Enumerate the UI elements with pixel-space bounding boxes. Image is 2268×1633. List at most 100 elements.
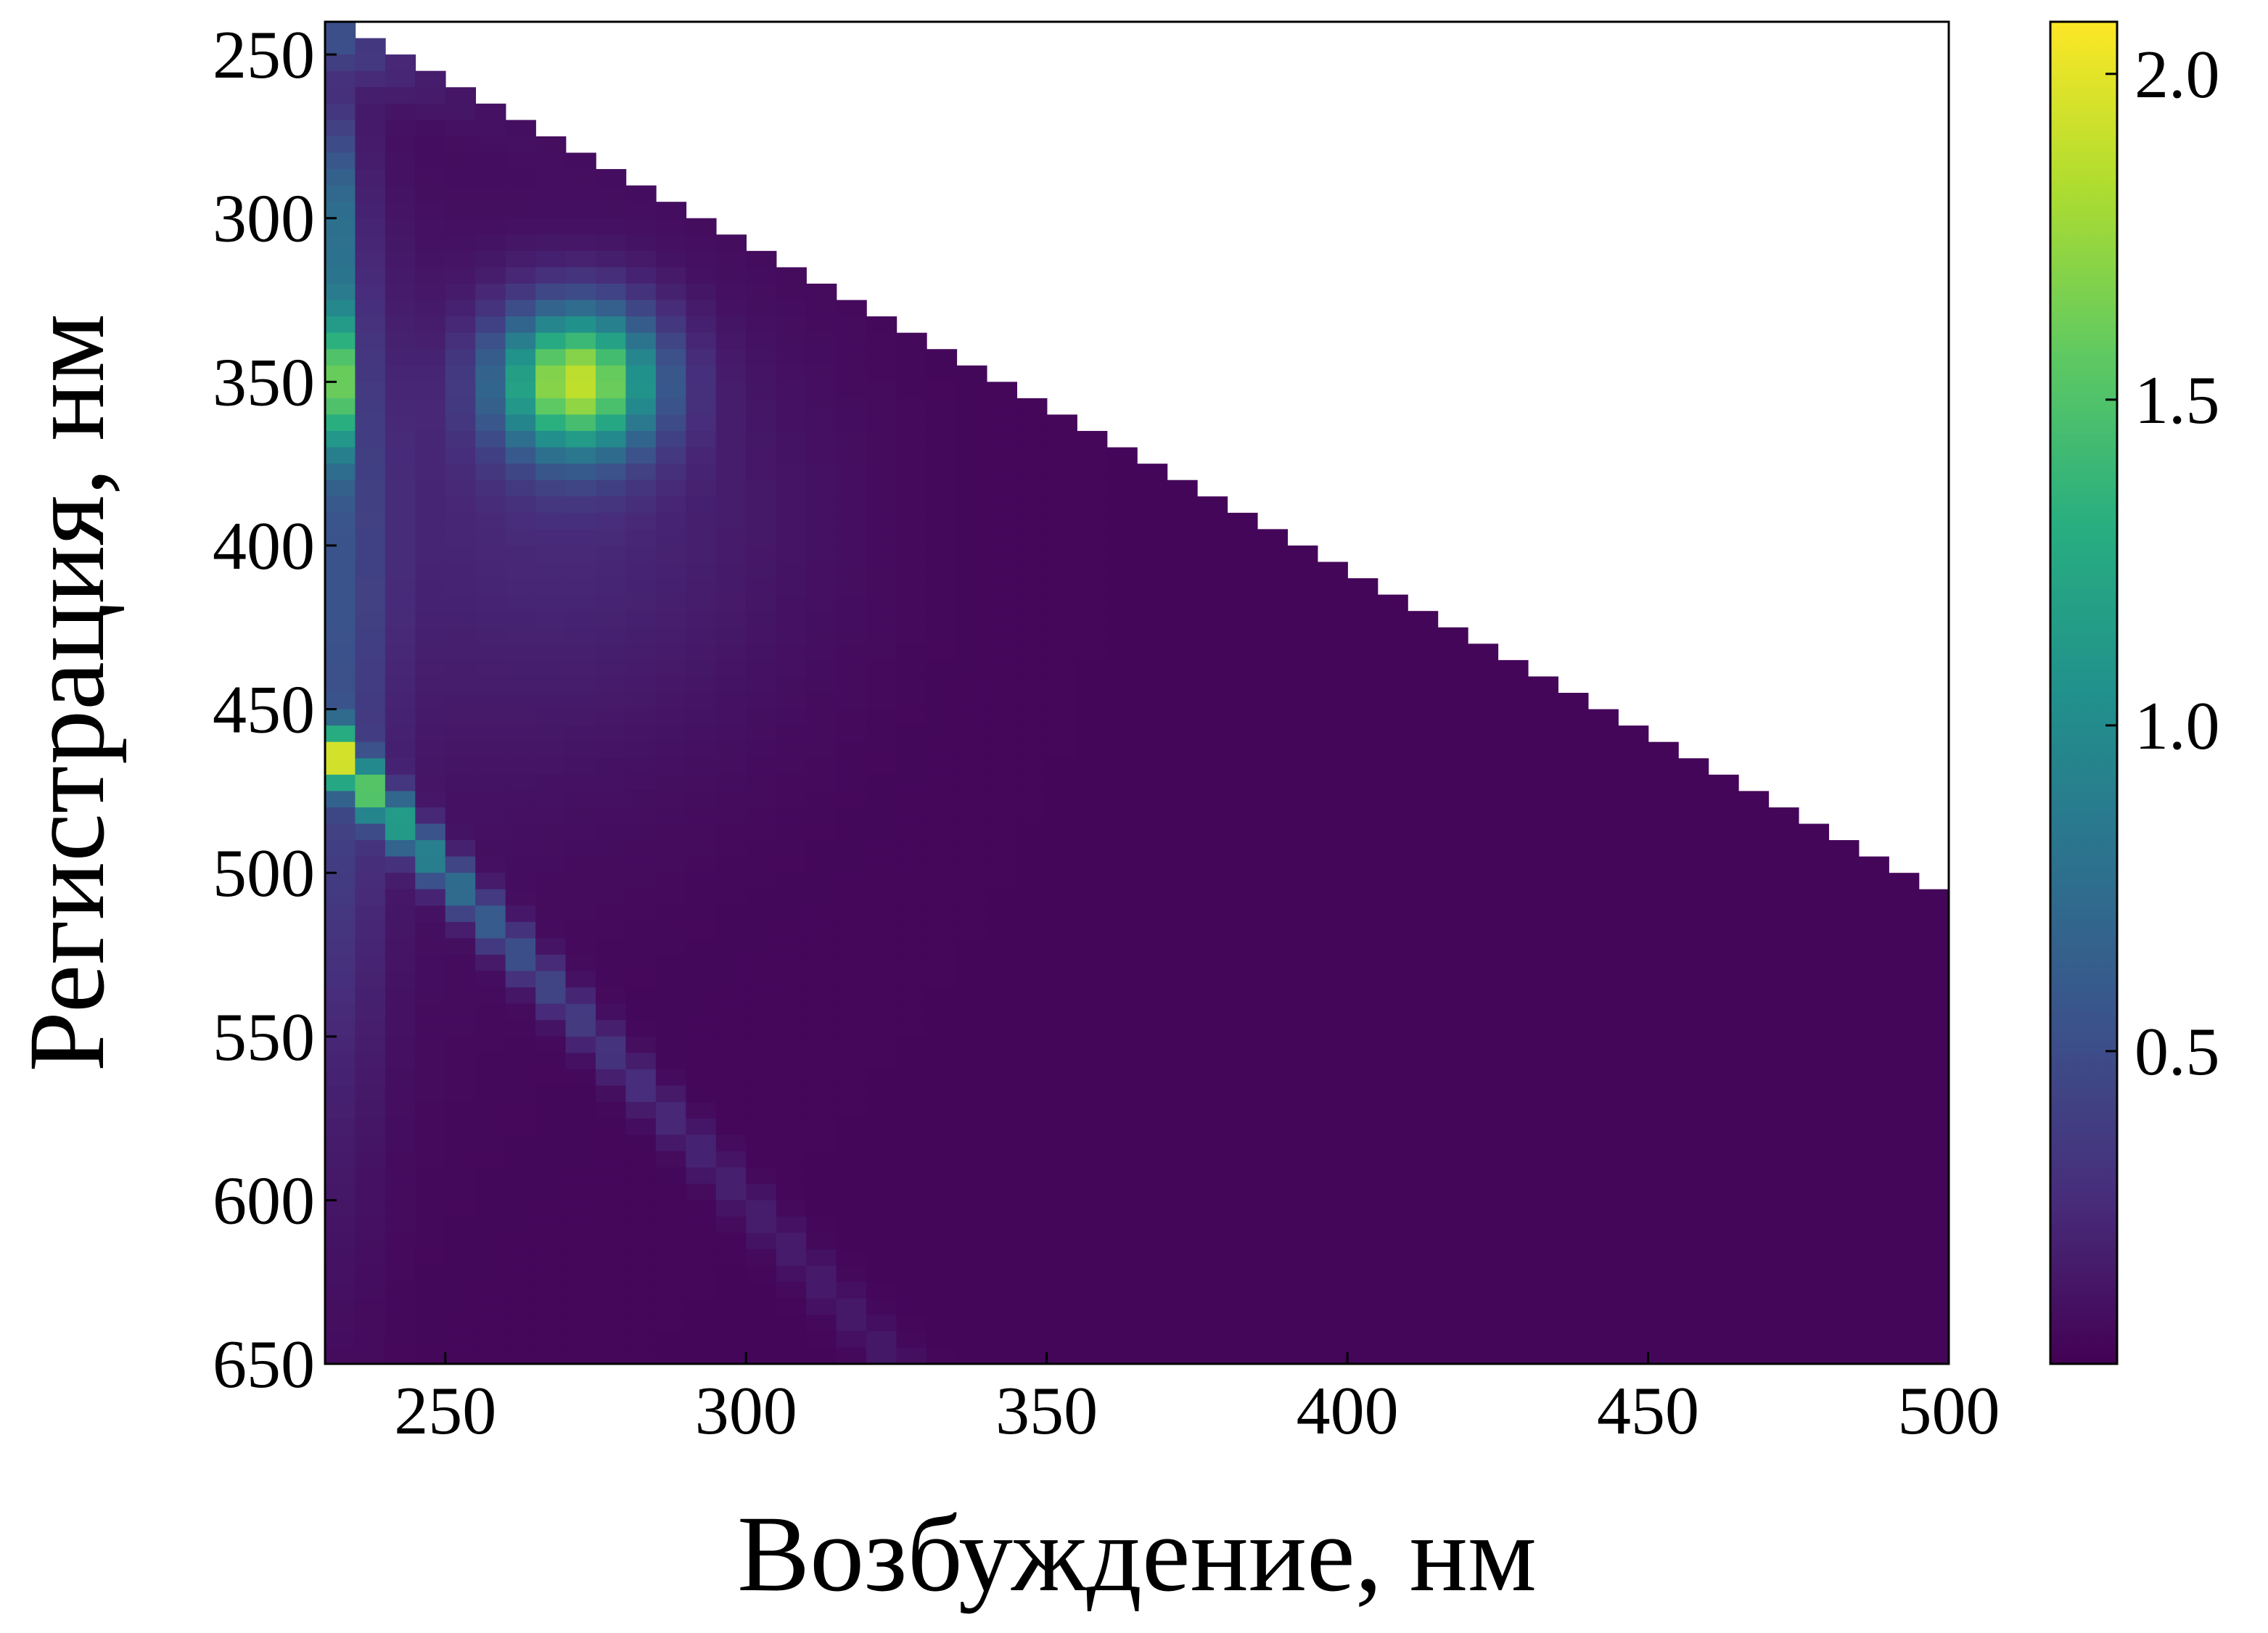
heatmap-cell [415,578,446,596]
heatmap-cell [986,1315,1018,1332]
heatmap-cell [596,1249,627,1267]
heatmap-cell [1106,529,1138,546]
heatmap-cell [1708,1135,1739,1152]
heatmap-cell [1587,938,1619,955]
heatmap-cell [1738,987,1770,1005]
heatmap-cell [746,250,777,268]
heatmap-cell [596,267,627,284]
heatmap-cell [1648,823,1679,841]
y-tick-label: 300 [213,181,315,257]
heatmap-cell [415,152,446,170]
heatmap-cell [1317,938,1348,955]
heatmap-cell [686,627,717,645]
heatmap-cell [415,512,446,530]
heatmap-cell [475,480,506,498]
heatmap-cell [625,725,657,743]
heatmap-cell [1257,1315,1289,1332]
heatmap-cell [1287,921,1318,939]
heatmap-cell [746,758,777,776]
heatmap-cell [1768,1085,1799,1103]
heatmap-cell [1077,1200,1108,1217]
heatmap-cell [1046,529,1077,546]
heatmap-cell [475,267,506,284]
heatmap-cell [956,464,987,481]
heatmap-cell [746,921,777,939]
heatmap-cell [836,1183,867,1201]
heatmap-cell [355,1282,386,1299]
heatmap-cell [896,905,927,923]
heatmap-cell [325,1282,356,1299]
heatmap-cell [1768,1053,1799,1070]
heatmap-cell [1196,954,1228,972]
heatmap-cell [1408,840,1439,857]
heatmap-cell [1708,1330,1739,1349]
heatmap-cell [1497,971,1529,988]
heatmap-cell [625,316,657,334]
heatmap-cell [715,1020,747,1037]
heatmap-cell [1437,938,1468,955]
heatmap-cell [415,856,446,873]
heatmap-cell [445,398,477,416]
heatmap-cell [1587,1233,1619,1250]
heatmap-cell [535,1298,567,1316]
heatmap-cell [1889,905,1920,923]
heatmap-cell [1738,1183,1770,1201]
heatmap-cell [1497,659,1529,678]
heatmap-cell [565,365,596,383]
heatmap-cell [715,1053,747,1070]
heatmap-cell [475,1200,506,1217]
heatmap-cell [1046,627,1077,645]
heatmap-cell [1587,1069,1619,1087]
heatmap-cell [866,1167,897,1185]
heatmap-cell [1287,1315,1318,1332]
heatmap-cell [1708,1118,1739,1135]
heatmap-cell [746,1020,777,1037]
heatmap-cell [385,659,416,678]
heatmap-cell [836,545,867,563]
heatmap-cell [866,807,897,825]
heatmap-cell [1317,1102,1348,1119]
heatmap-cell [1196,611,1228,628]
heatmap-cell [596,823,627,841]
heatmap-cell [715,725,747,743]
heatmap-cell [415,382,446,399]
heatmap-cell [325,578,356,596]
heatmap-cell [415,332,446,350]
heatmap-cell [1196,1249,1228,1267]
heatmap-cell [355,987,386,1005]
heatmap-cell [475,741,506,760]
heatmap-cell [415,1330,446,1349]
heatmap-cell [806,840,837,857]
heatmap-cell [1708,1036,1739,1054]
heatmap-cell [505,873,536,890]
heatmap-cell [1016,1200,1048,1217]
heatmap-cell [325,267,356,284]
heatmap-cell [1046,873,1077,890]
heatmap-cell [926,1298,958,1316]
heatmap-cell [986,1102,1018,1119]
heatmap-cell [355,349,386,366]
heatmap-cell [1678,971,1709,988]
heatmap-cell [445,774,477,792]
heatmap-cell [355,120,386,137]
heatmap-cell [1768,1347,1799,1365]
heatmap-cell [1527,823,1559,841]
heatmap-cell [1678,758,1709,776]
heatmap-cell [1678,840,1709,857]
heatmap-cell [1738,1347,1770,1365]
heatmap-cell [1196,725,1228,743]
heatmap-cell [926,1135,958,1152]
heatmap-cell [355,659,386,678]
heatmap-cell [1317,840,1348,857]
heatmap-cell [1317,1298,1348,1316]
heatmap-cell [355,185,386,202]
heatmap-cell [746,316,777,334]
heatmap-cell [1046,971,1077,988]
heatmap-cell [836,1020,867,1037]
heatmap-cell [1137,1036,1168,1054]
heatmap-cell [1167,971,1198,988]
heatmap-cell [505,611,536,628]
heatmap-cell [325,774,356,792]
heatmap-cell [445,840,477,857]
heatmap-cell [1558,774,1589,792]
